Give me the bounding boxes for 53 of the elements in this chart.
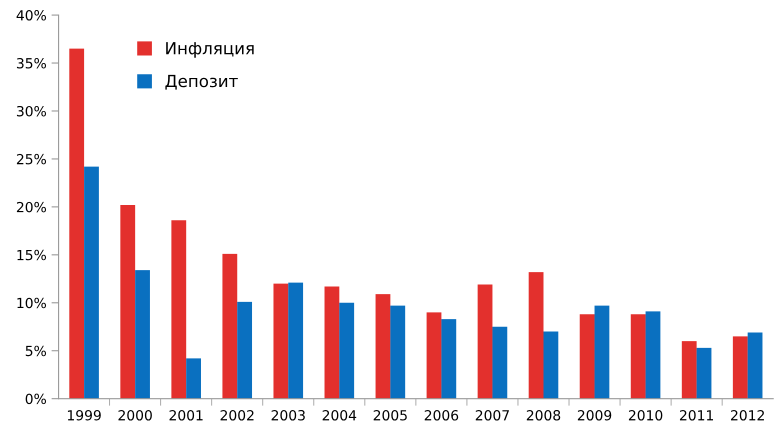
x-tick-label: 1999: [68, 410, 101, 421]
bar: [376, 294, 390, 399]
bar: [288, 282, 304, 399]
x-tick-label: 2005: [374, 410, 407, 421]
bar: [339, 302, 354, 399]
bar: [135, 270, 150, 399]
x-tick-label: 2009: [578, 410, 612, 421]
bar: [120, 204, 136, 399]
y-tick-label: 35%: [16, 58, 46, 69]
x-tick-label: 2008: [526, 410, 560, 421]
x-tick-label: 2000: [118, 410, 152, 421]
bar: [237, 302, 252, 399]
y-tick-label: 0%: [26, 394, 46, 404]
x-tick-label: 2006: [424, 410, 458, 421]
bar: [630, 314, 646, 399]
bar: [528, 272, 544, 399]
y-tick-label: 15%: [17, 250, 46, 260]
bar: [748, 332, 762, 399]
x-tick-label: 2002: [220, 410, 254, 421]
x-tick-label: 2004: [322, 410, 356, 421]
bar: [594, 306, 610, 399]
x-tick-label: 2001: [170, 410, 203, 421]
bar: [543, 332, 558, 399]
legend-label: Инфляция: [166, 42, 254, 58]
bar: [69, 48, 84, 399]
bar: [324, 286, 340, 399]
bar: [492, 326, 508, 399]
bar: [390, 306, 406, 399]
bar: [273, 284, 288, 399]
y-tick-label: 5%: [26, 346, 46, 356]
y-tick-label: 40%: [16, 10, 46, 21]
legend-label: Депозит: [165, 74, 238, 90]
x-tick-label: 2010: [628, 410, 662, 421]
x-tick-label: 2012: [731, 410, 764, 421]
bar: [682, 341, 697, 399]
y-tick-label: 20%: [16, 202, 46, 212]
bar: [478, 284, 492, 399]
bar: [186, 358, 201, 399]
bar: [696, 348, 712, 399]
bar: [441, 319, 456, 399]
x-tick-label: 2011: [680, 410, 714, 421]
bar: [171, 220, 186, 399]
bar: [646, 311, 660, 399]
bar: [84, 166, 99, 399]
y-tick-label: 25%: [16, 154, 46, 164]
bar: [732, 336, 748, 399]
bar: [426, 312, 442, 399]
x-tick-label: 2003: [272, 410, 305, 421]
bar: [580, 314, 595, 399]
bar: [222, 254, 238, 399]
x-tick-label: 2007: [476, 410, 509, 421]
y-tick-label: 30%: [16, 106, 46, 116]
y-tick-label: 10%: [17, 298, 46, 308]
